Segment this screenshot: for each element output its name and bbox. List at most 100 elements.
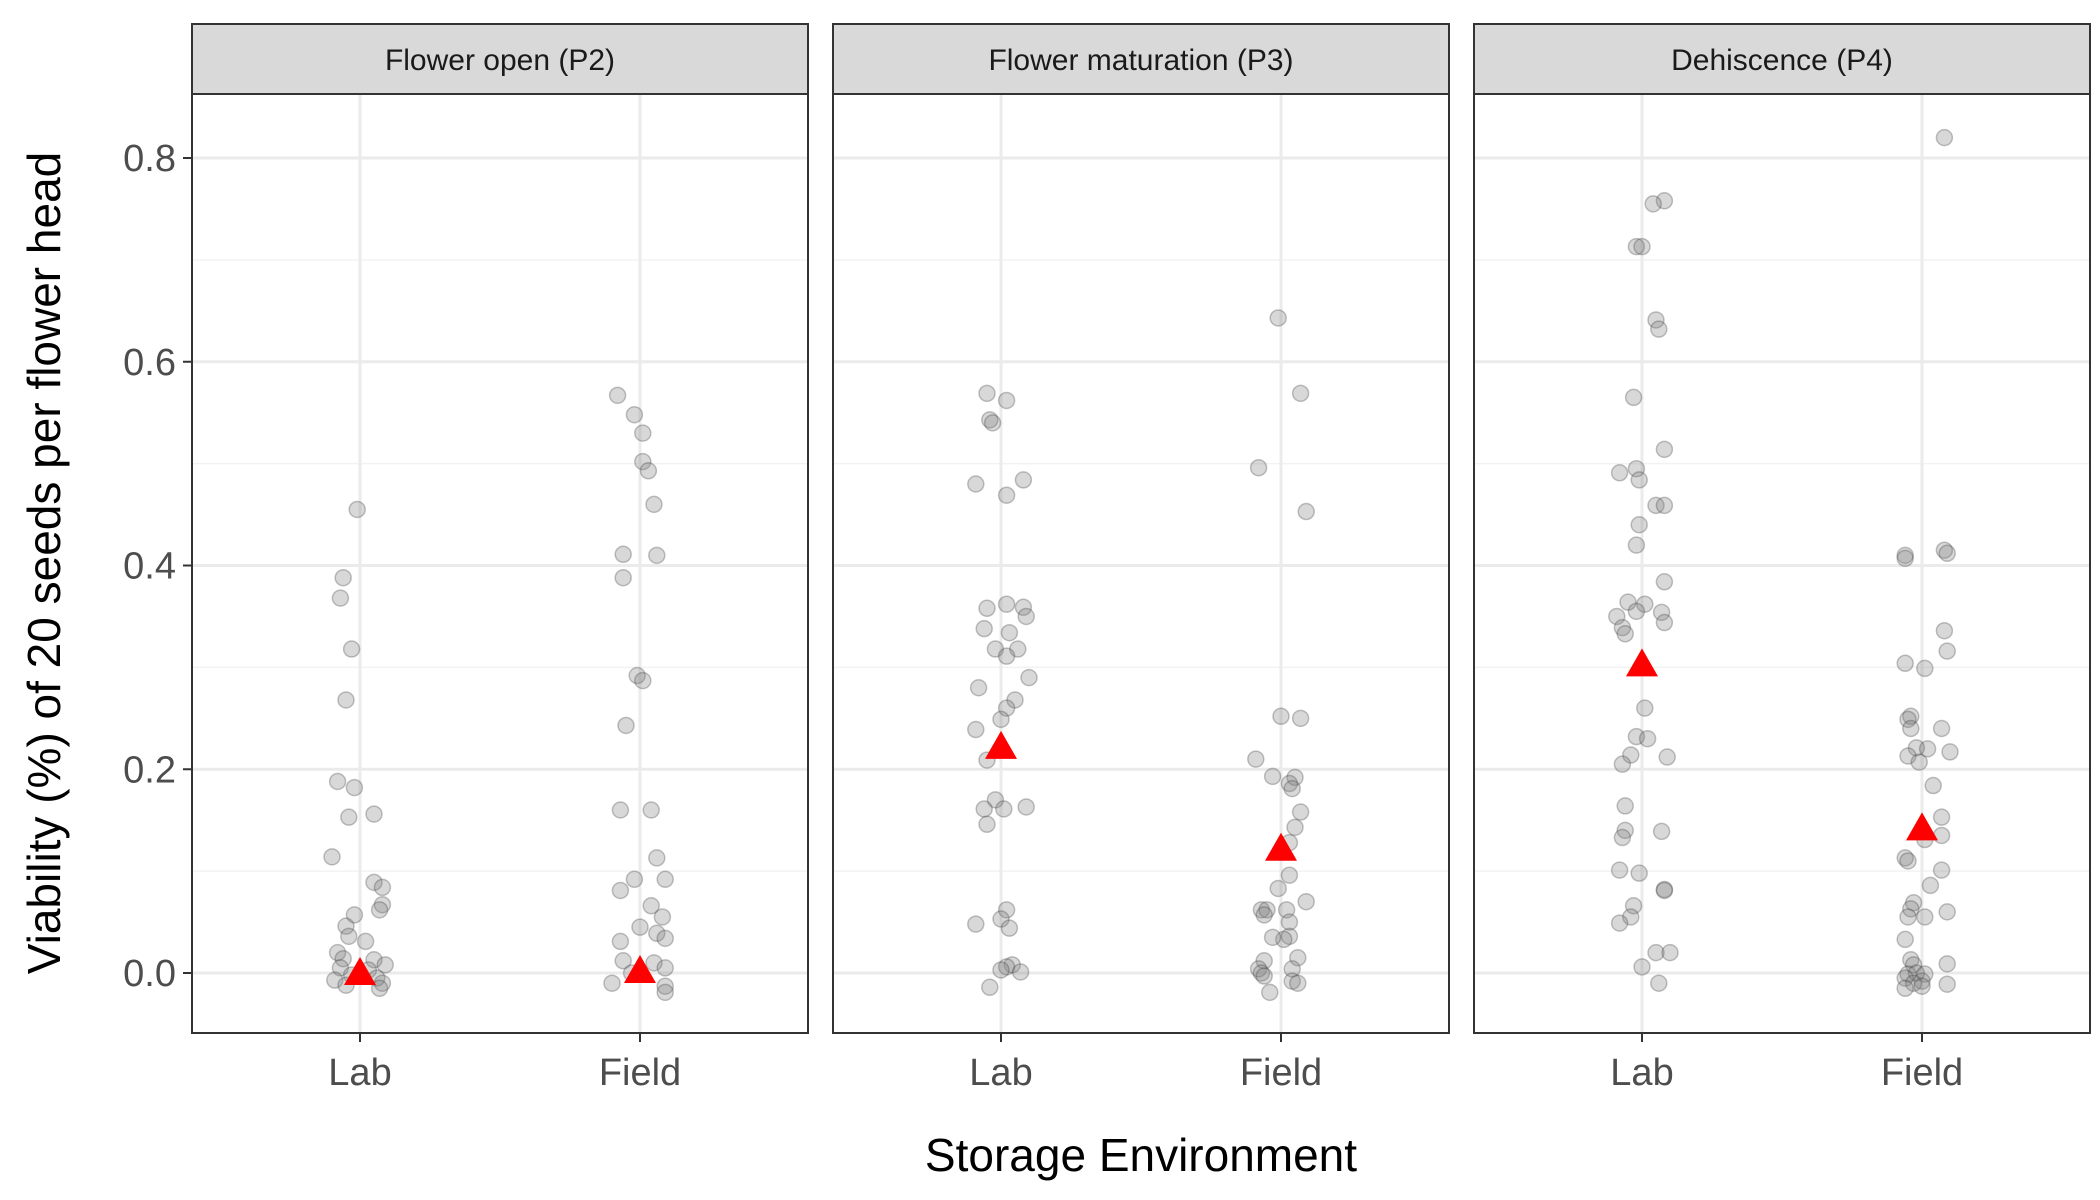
data-point xyxy=(1647,496,1665,515)
mean-marker xyxy=(344,957,376,985)
data-point xyxy=(1255,952,1273,970)
data-point xyxy=(611,801,630,819)
data-point xyxy=(365,873,383,892)
data-point xyxy=(340,927,358,946)
data-point xyxy=(1627,237,1646,256)
data-point xyxy=(342,640,361,658)
data-point xyxy=(1661,943,1679,962)
data-point xyxy=(656,983,674,1002)
data-point xyxy=(1619,593,1637,611)
data-point xyxy=(1899,965,1917,983)
data-point xyxy=(1630,471,1648,489)
data-point xyxy=(1935,541,1954,559)
data-point xyxy=(323,848,341,866)
data-point xyxy=(334,568,352,587)
data-point xyxy=(1650,320,1668,338)
data-point xyxy=(345,778,364,797)
data-point xyxy=(614,568,632,587)
data-point xyxy=(334,949,352,968)
facet-panel: Flower open (P2) Lab Field xyxy=(191,23,809,1094)
facet-strip xyxy=(832,23,1450,95)
data-point xyxy=(1297,502,1315,521)
y-tick-label: 0.0 xyxy=(123,953,176,995)
data-point xyxy=(1904,974,1923,992)
data-point xyxy=(1935,621,1954,640)
data-point xyxy=(340,808,358,826)
data-point xyxy=(1610,861,1629,879)
data-point xyxy=(1000,919,1019,937)
data-point xyxy=(1291,803,1310,821)
data-point xyxy=(326,971,344,989)
data-point xyxy=(328,943,347,962)
data-point xyxy=(1289,974,1307,992)
data-point xyxy=(1297,892,1315,911)
data-point xyxy=(997,699,1016,717)
data-point xyxy=(1280,927,1299,946)
data-point xyxy=(645,954,663,972)
data-point xyxy=(1633,237,1651,256)
data-point xyxy=(1913,977,1931,995)
data-point xyxy=(1907,739,1926,757)
data-point xyxy=(617,716,635,735)
data-point xyxy=(645,495,663,514)
data-point xyxy=(376,956,394,974)
data-point xyxy=(1896,979,1914,998)
data-point xyxy=(625,870,644,889)
facet-strip xyxy=(191,23,809,95)
data-point xyxy=(656,977,674,995)
data-point xyxy=(1624,388,1643,407)
data-point xyxy=(1630,516,1648,534)
data-point xyxy=(1938,544,1956,563)
data-point xyxy=(978,384,996,403)
data-point xyxy=(1932,808,1951,826)
data-point xyxy=(1918,740,1937,758)
data-point xyxy=(1633,958,1651,976)
data-point xyxy=(992,910,1010,928)
data-point xyxy=(1613,755,1632,773)
data-point xyxy=(1014,598,1033,617)
data-point xyxy=(1652,822,1671,841)
data-point xyxy=(1003,956,1021,974)
data-point xyxy=(1916,965,1934,983)
data-point xyxy=(983,414,1002,432)
data-point xyxy=(634,452,652,471)
facet-panel: Dehiscence (P4) Lab Field xyxy=(1473,23,2091,1094)
data-point xyxy=(1644,195,1662,213)
data-point xyxy=(1020,668,1038,687)
panel-border xyxy=(1473,93,2091,1034)
data-point xyxy=(1258,901,1276,919)
data-point xyxy=(1938,903,1956,921)
data-point xyxy=(1622,746,1640,764)
data-point xyxy=(656,929,674,948)
panel-border xyxy=(832,93,1450,1034)
data-point xyxy=(1261,983,1279,1002)
data-point xyxy=(1638,729,1657,748)
data-point xyxy=(328,772,347,791)
x-tick-label: Lab xyxy=(969,1052,1032,1094)
y-axis: 0.0 0.2 0.4 0.6 0.8 xyxy=(123,138,192,995)
data-point xyxy=(1252,901,1271,919)
data-point xyxy=(345,906,364,924)
data-point xyxy=(975,800,993,818)
mean-marker xyxy=(624,954,656,983)
data-point xyxy=(1647,943,1665,962)
data-point xyxy=(1283,779,1301,798)
data-point xyxy=(1610,914,1629,932)
data-point xyxy=(1280,913,1299,931)
data-point xyxy=(975,619,993,638)
mean-marker xyxy=(1626,648,1658,677)
data-point xyxy=(967,720,985,739)
data-point xyxy=(1902,719,1920,738)
data-point xyxy=(1249,458,1268,477)
x-tick-label: Field xyxy=(1881,1052,1963,1094)
data-point xyxy=(370,979,389,998)
data-point xyxy=(1650,974,1668,992)
data-point xyxy=(997,391,1016,410)
data-point xyxy=(1896,654,1914,673)
data-point xyxy=(1896,930,1914,949)
data-point xyxy=(331,959,350,977)
data-point xyxy=(648,849,666,867)
data-point xyxy=(997,901,1016,919)
